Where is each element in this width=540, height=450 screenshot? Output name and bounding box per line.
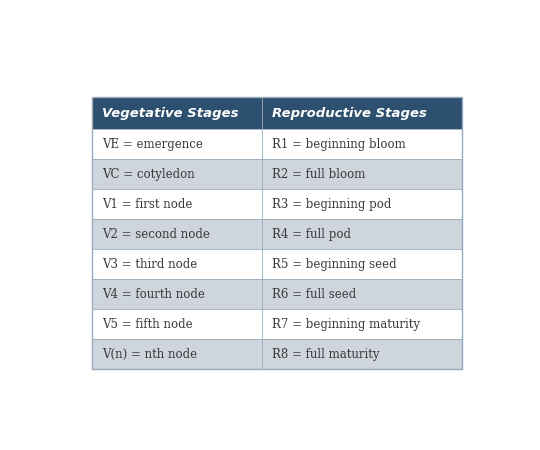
FancyBboxPatch shape xyxy=(262,159,462,189)
FancyBboxPatch shape xyxy=(92,249,262,279)
Text: VC = cotyledon: VC = cotyledon xyxy=(102,168,195,181)
Text: VE = emergence: VE = emergence xyxy=(102,138,203,151)
Text: R3 = beginning pod: R3 = beginning pod xyxy=(272,198,392,211)
FancyBboxPatch shape xyxy=(92,279,262,309)
FancyBboxPatch shape xyxy=(92,97,262,130)
FancyBboxPatch shape xyxy=(262,339,462,369)
Text: R8 = full maturity: R8 = full maturity xyxy=(272,348,380,361)
FancyBboxPatch shape xyxy=(262,189,462,219)
Text: V(n) = nth node: V(n) = nth node xyxy=(102,348,197,361)
Text: V4 = fourth node: V4 = fourth node xyxy=(102,288,205,301)
FancyBboxPatch shape xyxy=(92,130,262,159)
FancyBboxPatch shape xyxy=(262,309,462,339)
Text: R5 = beginning seed: R5 = beginning seed xyxy=(272,258,396,271)
Text: R2 = full bloom: R2 = full bloom xyxy=(272,168,366,181)
FancyBboxPatch shape xyxy=(262,219,462,249)
FancyBboxPatch shape xyxy=(92,189,262,219)
FancyBboxPatch shape xyxy=(92,159,262,189)
Text: R7 = beginning maturity: R7 = beginning maturity xyxy=(272,318,420,331)
FancyBboxPatch shape xyxy=(92,339,262,369)
Text: V3 = third node: V3 = third node xyxy=(102,258,197,271)
FancyBboxPatch shape xyxy=(262,279,462,309)
FancyBboxPatch shape xyxy=(262,249,462,279)
Text: R1 = beginning bloom: R1 = beginning bloom xyxy=(272,138,406,151)
Text: Reproductive Stages: Reproductive Stages xyxy=(272,107,427,120)
Text: V1 = first node: V1 = first node xyxy=(102,198,192,211)
Text: R4 = full pod: R4 = full pod xyxy=(272,228,351,241)
Text: V2 = second node: V2 = second node xyxy=(102,228,210,241)
Text: V5 = fifth node: V5 = fifth node xyxy=(102,318,193,331)
Text: R6 = full seed: R6 = full seed xyxy=(272,288,356,301)
Text: Vegetative Stages: Vegetative Stages xyxy=(102,107,239,120)
FancyBboxPatch shape xyxy=(262,97,462,130)
FancyBboxPatch shape xyxy=(262,130,462,159)
FancyBboxPatch shape xyxy=(92,219,262,249)
FancyBboxPatch shape xyxy=(92,309,262,339)
